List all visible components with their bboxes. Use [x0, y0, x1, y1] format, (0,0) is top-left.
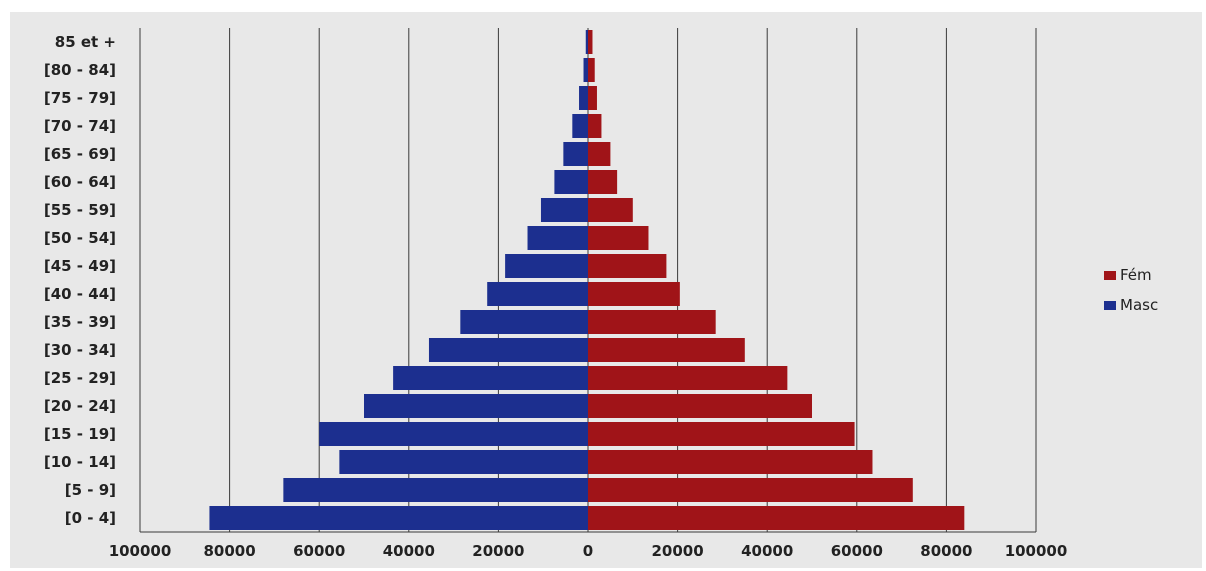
bar-fém-10	[588, 310, 716, 334]
category-label: [55 - 59]	[44, 201, 116, 219]
category-labels: 85 et + [80 - 84] [75 - 79] [70 - 74] [65 - …	[44, 33, 116, 527]
bar-fém-12	[588, 366, 788, 390]
bar-fém-4	[588, 142, 611, 166]
category-label: [5 - 9]	[65, 481, 116, 499]
legend-swatch-masc	[1104, 301, 1116, 310]
category-label: [30 - 34]	[44, 341, 116, 359]
bar-fém-8	[588, 254, 667, 278]
bar-fém-7	[588, 226, 649, 250]
category-label: [45 - 49]	[44, 257, 116, 275]
x-tick-label: 60000	[831, 542, 883, 560]
bar-fém-0	[588, 30, 593, 54]
category-label: [50 - 54]	[44, 229, 116, 247]
legend-swatch-fém	[1104, 271, 1116, 280]
bars	[209, 30, 965, 530]
bar-masc-17	[209, 506, 588, 530]
category-label: [70 - 74]	[44, 117, 116, 135]
x-tick-label: 20000	[652, 542, 704, 560]
bar-masc-7	[527, 226, 588, 250]
category-label: [75 - 79]	[44, 89, 116, 107]
category-label: [80 - 84]	[44, 61, 116, 79]
category-label: [60 - 64]	[44, 173, 116, 191]
x-tick-label: 80000	[920, 542, 972, 560]
category-label: [65 - 69]	[44, 145, 116, 163]
bar-masc-13	[364, 394, 588, 418]
x-tick-labels: 100000 80000 60000 40000 20000 0 20000 40000 600…	[109, 542, 1068, 560]
bar-fém-15	[588, 450, 873, 474]
x-tick-label: 40000	[741, 542, 793, 560]
bar-masc-10	[460, 310, 588, 334]
bar-masc-14	[319, 422, 588, 446]
category-label: 85 et +	[55, 33, 116, 51]
bar-masc-9	[487, 282, 588, 306]
x-tick-label: 60000	[293, 542, 345, 560]
category-label: [40 - 44]	[44, 285, 116, 303]
bar-masc-11	[428, 338, 588, 362]
category-label: [15 - 19]	[44, 425, 116, 443]
bar-fém-6	[588, 198, 633, 222]
x-tick-label: 100000	[1005, 542, 1068, 560]
bar-fém-11	[588, 338, 745, 362]
x-tick-label: 40000	[383, 542, 435, 560]
bar-masc-0	[585, 30, 588, 54]
bar-masc-2	[579, 86, 588, 110]
category-label: [20 - 24]	[44, 397, 116, 415]
bar-fém-3	[588, 114, 602, 138]
x-tick-label: 20000	[472, 542, 524, 560]
bar-masc-12	[393, 366, 588, 390]
bar-masc-15	[339, 450, 588, 474]
bar-fém-17	[588, 506, 965, 530]
category-label: [10 - 14]	[44, 453, 116, 471]
legend: Fém Masc	[1104, 266, 1158, 314]
bar-fém-16	[588, 478, 913, 502]
legend-label-fém: Fém	[1120, 266, 1152, 284]
bar-fém-9	[588, 282, 680, 306]
bar-masc-16	[283, 478, 588, 502]
bar-masc-6	[540, 198, 588, 222]
x-tick-label: 80000	[204, 542, 256, 560]
category-label: [25 - 29]	[44, 369, 116, 387]
category-label: [35 - 39]	[44, 313, 116, 331]
bar-fém-1	[588, 58, 595, 82]
bar-fém-13	[588, 394, 812, 418]
x-tick-label: 100000	[109, 542, 172, 560]
x-tick-label: 0	[583, 542, 593, 560]
bar-masc-3	[572, 114, 588, 138]
bar-masc-5	[554, 170, 588, 194]
bar-masc-8	[505, 254, 588, 278]
legend-label-masc: Masc	[1120, 296, 1158, 314]
gridlines	[139, 28, 1037, 533]
bar-masc-1	[583, 58, 588, 82]
category-label: [0 - 4]	[65, 509, 116, 527]
bar-fém-2	[588, 86, 597, 110]
bar-fém-14	[588, 422, 855, 446]
bar-fém-5	[588, 170, 618, 194]
bar-masc-4	[563, 142, 588, 166]
